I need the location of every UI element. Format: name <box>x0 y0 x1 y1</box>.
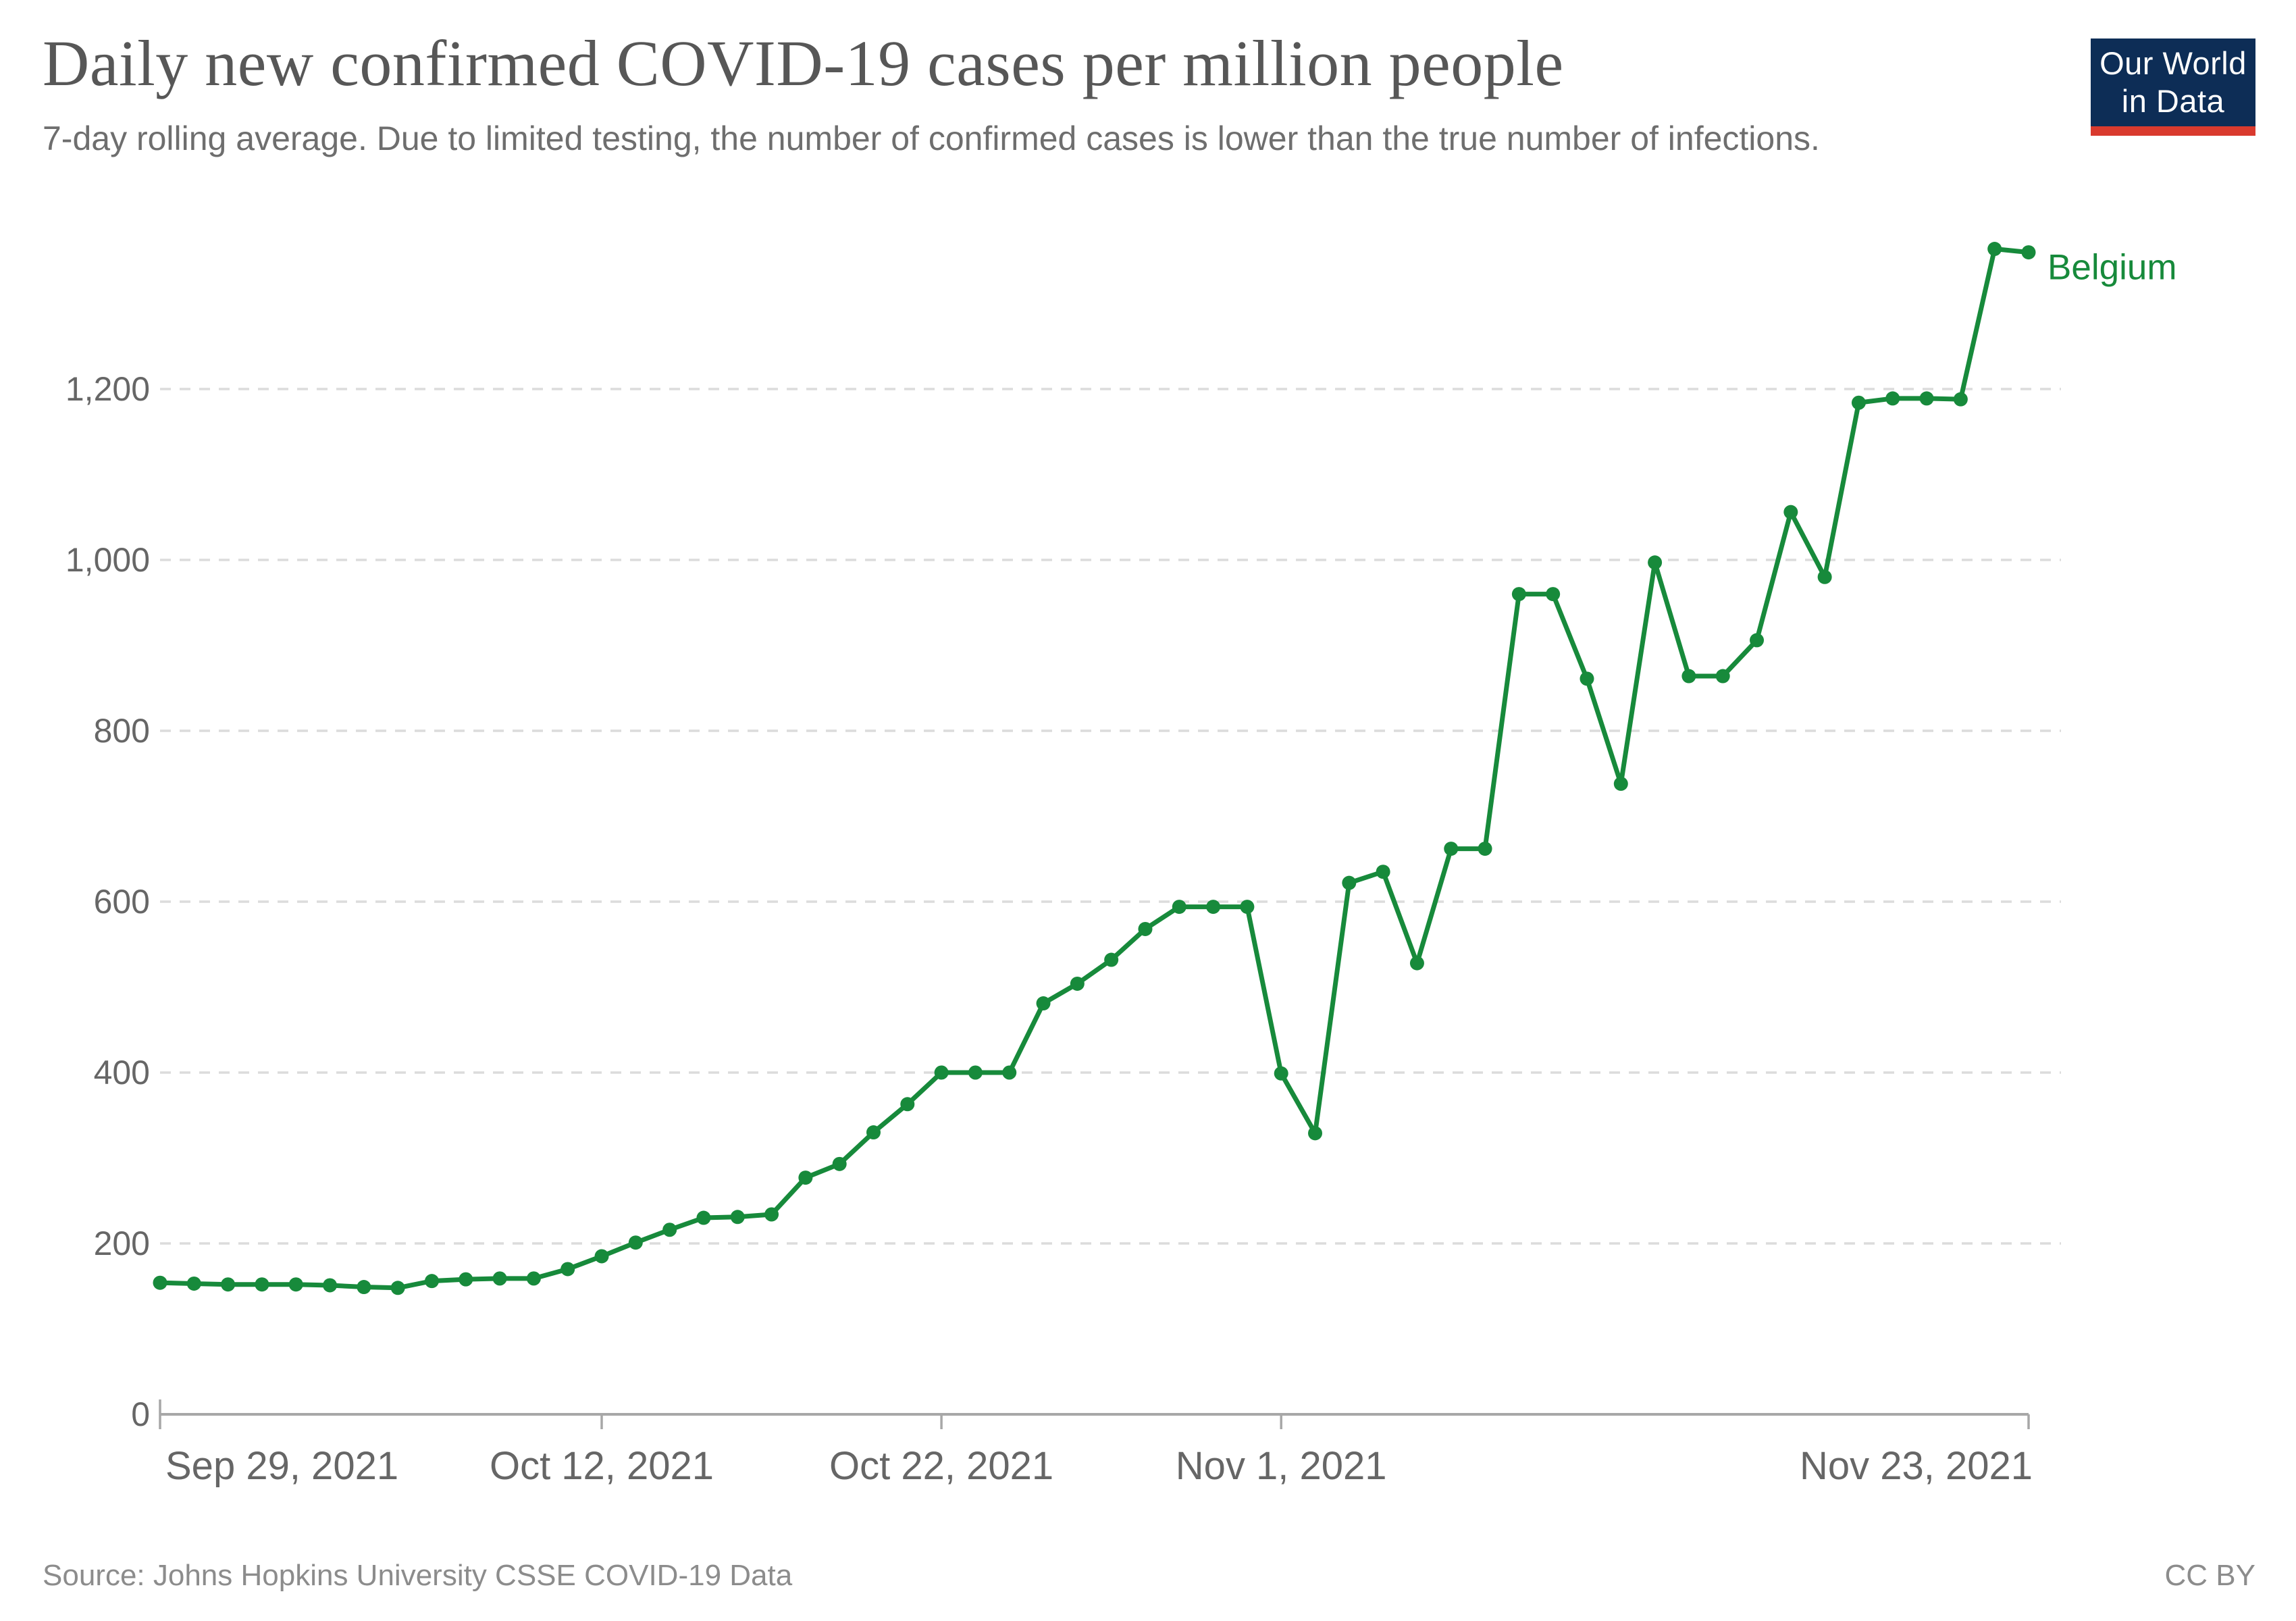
data-point[interactable] <box>968 1065 983 1080</box>
y-axis-label-1000: 1,000 <box>66 541 150 579</box>
data-point[interactable] <box>594 1249 609 1264</box>
data-point[interactable] <box>560 1262 575 1277</box>
data-point[interactable] <box>934 1065 949 1080</box>
owid-logo-navy-box: Our World in Data <box>2091 38 2255 126</box>
data-point[interactable] <box>526 1271 541 1286</box>
y-axis-label-600: 600 <box>94 883 150 921</box>
data-point[interactable] <box>459 1272 473 1287</box>
source-note: Source: Johns Hopkins University CSSE CO… <box>43 1559 793 1592</box>
data-point[interactable] <box>2021 245 2036 260</box>
y-axis-label-200: 200 <box>94 1225 150 1262</box>
data-point[interactable] <box>221 1277 236 1292</box>
x-axis-label-1: Oct 12, 2021 <box>490 1444 714 1488</box>
data-point[interactable] <box>323 1278 338 1293</box>
data-point[interactable] <box>866 1125 881 1140</box>
data-point[interactable] <box>1511 587 1526 602</box>
data-point[interactable] <box>1613 776 1628 791</box>
data-point[interactable] <box>1817 569 1832 584</box>
series-line-belgium <box>157 247 2031 1291</box>
data-point[interactable] <box>1750 633 1765 648</box>
data-point[interactable] <box>492 1271 507 1286</box>
data-point[interactable] <box>357 1280 371 1295</box>
page-title: Daily new confirmed COVID-19 cases per m… <box>43 27 1564 99</box>
data-point[interactable] <box>1885 391 1900 406</box>
x-axis-label-2: Oct 22, 2021 <box>829 1444 1053 1488</box>
data-point[interactable] <box>1240 900 1255 915</box>
data-point[interactable] <box>1172 900 1186 915</box>
data-point[interactable] <box>186 1276 201 1291</box>
data-point[interactable] <box>1002 1065 1017 1080</box>
data-point[interactable] <box>1308 1126 1323 1141</box>
owid-logo: Our World in Data <box>2091 38 2255 136</box>
data-point[interactable] <box>764 1207 779 1222</box>
data-point[interactable] <box>1681 669 1696 684</box>
data-point[interactable] <box>153 1275 167 1290</box>
x-axis-label-4: Nov 23, 2021 <box>1800 1444 2033 1488</box>
page-subtitle: 7-day rolling average. Due to limited te… <box>43 120 1820 157</box>
data-point[interactable] <box>1851 395 1866 410</box>
data-point[interactable] <box>255 1277 269 1292</box>
data-point[interactable] <box>1036 996 1051 1011</box>
data-point[interactable] <box>1409 956 1424 971</box>
data-point[interactable] <box>832 1156 847 1171</box>
data-point[interactable] <box>390 1281 405 1295</box>
owid-logo-line1: Our World <box>2099 45 2247 81</box>
y-axis-label-1200: 1,200 <box>66 370 150 408</box>
owid-logo-red-stripe <box>2091 126 2255 136</box>
data-point[interactable] <box>662 1223 677 1237</box>
data-point[interactable] <box>1783 505 1798 519</box>
data-point[interactable] <box>1580 671 1594 686</box>
y-axis-label-0: 0 <box>131 1395 150 1433</box>
data-point[interactable] <box>1715 669 1730 684</box>
data-point[interactable] <box>628 1235 643 1250</box>
data-point[interactable] <box>1274 1066 1288 1081</box>
y-axis-label-800: 800 <box>94 712 150 750</box>
series-label-belgium[interactable]: Belgium <box>2047 248 2176 288</box>
data-point[interactable] <box>1342 875 1357 890</box>
data-point[interactable] <box>1138 921 1153 936</box>
data-point[interactable] <box>1104 952 1119 967</box>
data-point[interactable] <box>1478 842 1492 856</box>
license-note[interactable]: CC BY <box>2164 1559 2255 1592</box>
x-axis-label-0: Sep 29, 2021 <box>165 1444 398 1488</box>
data-point[interactable] <box>696 1210 711 1225</box>
data-point[interactable] <box>1919 391 1934 406</box>
data-point[interactable] <box>1376 865 1390 879</box>
data-point[interactable] <box>1648 555 1663 570</box>
data-point[interactable] <box>288 1277 303 1292</box>
data-point[interactable] <box>1987 242 2002 257</box>
data-point[interactable] <box>798 1170 813 1185</box>
data-point[interactable] <box>424 1274 439 1289</box>
data-point[interactable] <box>1953 392 1968 407</box>
data-point[interactable] <box>1444 842 1459 856</box>
x-axis-label-3: Nov 1, 2021 <box>1176 1444 1387 1488</box>
data-point[interactable] <box>730 1210 745 1225</box>
data-point[interactable] <box>900 1097 915 1112</box>
data-point[interactable] <box>1206 900 1221 915</box>
data-point[interactable] <box>1546 587 1561 602</box>
data-point[interactable] <box>1070 976 1085 991</box>
y-axis-label-400: 400 <box>94 1054 150 1091</box>
owid-logo-line2: in Data <box>2121 83 2225 119</box>
